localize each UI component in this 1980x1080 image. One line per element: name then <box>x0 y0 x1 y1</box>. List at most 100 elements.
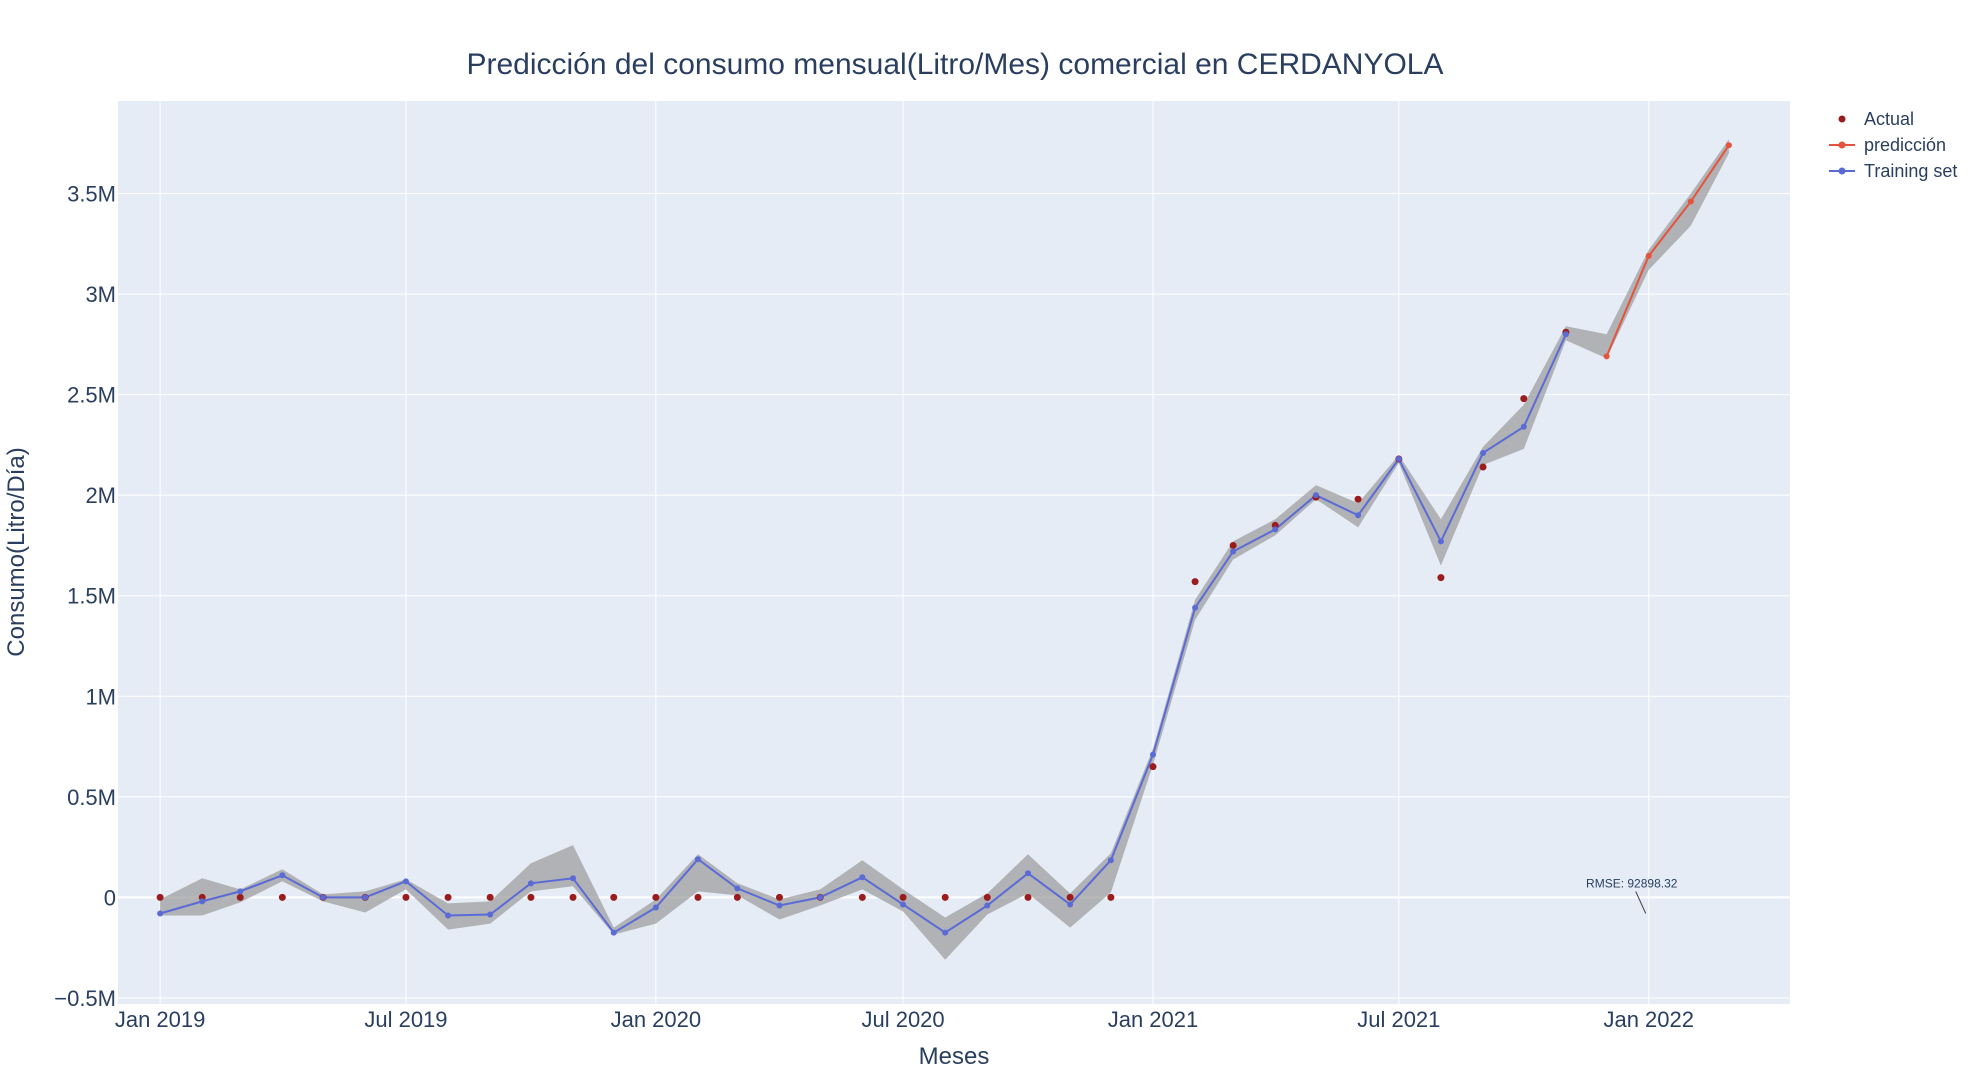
training-set-point <box>527 880 534 887</box>
legend-label: predicción <box>1864 135 1946 155</box>
y-tick-label: 2M <box>85 483 116 508</box>
actual-point <box>983 893 991 901</box>
x-tick-label: Jan 2020 <box>611 1007 702 1032</box>
training-set-point <box>1437 538 1444 545</box>
training-set-point <box>1272 526 1279 533</box>
training-set-point <box>1192 604 1199 611</box>
legend-marker-swatch <box>1838 141 1846 149</box>
actual-point <box>156 893 164 901</box>
actual-point <box>858 893 866 901</box>
rmse-annotation: RMSE: 92898.32 <box>1586 876 1678 914</box>
training-set-point <box>900 901 907 908</box>
training-set-point <box>1562 331 1569 338</box>
y-axis-title: Consumo(Litro/Día) <box>3 447 30 656</box>
actual-point <box>1479 463 1487 471</box>
x-tick-labels: Jan 2019 Jul 2019 Jan 2020 Jul 2020 Jan 2021… <box>115 1007 1694 1032</box>
actual-point <box>652 893 660 901</box>
actual-point <box>694 893 702 901</box>
y-tick-label: 2.5M <box>67 383 116 408</box>
training-set-point <box>1355 512 1362 519</box>
y-tick-labels: −0.5M 0 0.5M 1M 1.5M 2M 2.5M 3M 3.5M <box>54 182 116 1011</box>
legend-marker-swatch <box>1838 115 1846 123</box>
training-set-point <box>1107 857 1114 864</box>
actual-point <box>527 893 535 901</box>
training-set-point <box>1480 449 1487 456</box>
actual-point <box>1520 395 1528 403</box>
legend-marker-swatch <box>1838 167 1846 175</box>
actual-point <box>402 893 410 901</box>
y-gridlines <box>118 193 1790 999</box>
actual-point <box>775 893 783 901</box>
training-set-point <box>402 878 409 885</box>
training-set-point <box>1025 870 1032 877</box>
training-set-point <box>776 902 783 909</box>
training-set-point <box>1395 455 1402 462</box>
y-tick-label: 0.5M <box>67 785 116 810</box>
actual-point <box>1354 495 1362 503</box>
x-tick-label: Jan 2019 <box>115 1007 206 1032</box>
x-axis-title: Meses <box>919 1043 990 1070</box>
training-set-point <box>570 875 577 882</box>
training-set-point <box>984 902 991 909</box>
prediction-point <box>1645 252 1652 259</box>
training-set-point <box>694 856 701 863</box>
legend[interactable]: Actual predicción Training set <box>1829 109 1957 181</box>
x-tick-label: Jul 2021 <box>1357 1007 1440 1032</box>
training-set-point <box>1230 548 1237 555</box>
y-tick-label: 3.5M <box>67 182 116 207</box>
training-set-point <box>487 911 494 918</box>
actual-point <box>1229 541 1237 549</box>
x-tick-label: Jul 2019 <box>364 1007 447 1032</box>
annotation-arrow <box>1635 891 1647 914</box>
x-tick-label: Jan 2021 <box>1108 1007 1199 1032</box>
training-set-point <box>1067 901 1074 908</box>
legend-label: Actual <box>1864 109 1914 129</box>
training-set-point <box>610 929 617 936</box>
legend-item-training-set[interactable]: Training set <box>1829 161 1957 181</box>
actual-point <box>569 893 577 901</box>
actual-point <box>1107 893 1115 901</box>
legend-label: Training set <box>1864 161 1957 181</box>
chart-title: Predicción del consumo mensual(Litro/Mes… <box>466 48 1443 81</box>
y-tick-label: −0.5M <box>54 986 116 1011</box>
training-set-point <box>859 874 866 881</box>
legend-item-actual[interactable]: Actual <box>1838 109 1915 129</box>
actual-point <box>444 893 452 901</box>
training-set-point <box>1149 751 1156 758</box>
y-tick-label: 3M <box>85 282 116 307</box>
actual-point <box>236 893 244 901</box>
y-tick-label: 0 <box>104 885 116 910</box>
training-set-point <box>1520 423 1527 430</box>
series-markers <box>156 142 1732 936</box>
actual-point <box>1149 763 1157 771</box>
legend-item-prediction[interactable]: predicción <box>1829 135 1946 155</box>
y-tick-label: 1M <box>85 684 116 709</box>
prediction-point <box>1725 142 1732 149</box>
training-set-point <box>237 888 244 895</box>
prediction-point <box>1687 198 1694 205</box>
actual-point <box>610 893 618 901</box>
training-set-point <box>445 912 452 919</box>
training-set-point <box>279 872 286 879</box>
actual-point <box>941 893 949 901</box>
training-set-point <box>734 885 741 892</box>
training-set-point <box>652 904 659 911</box>
training-set-point <box>362 894 369 901</box>
actual-point <box>733 893 741 901</box>
training-set-point <box>320 894 327 901</box>
training-set-point <box>199 898 206 905</box>
training-set-point <box>157 910 164 917</box>
actual-point <box>278 893 286 901</box>
prediction-line <box>1605 144 1730 357</box>
training-set-point <box>1312 492 1319 499</box>
actual-point <box>899 893 907 901</box>
annotation-text: RMSE: 92898.32 <box>1586 876 1678 890</box>
actual-point <box>486 893 494 901</box>
actual-point <box>1437 574 1445 582</box>
y-tick-label: 1.5M <box>67 584 116 609</box>
actual-point <box>1066 893 1074 901</box>
actual-point <box>1024 893 1032 901</box>
training-set-point <box>942 929 949 936</box>
actual-point <box>1191 578 1199 586</box>
